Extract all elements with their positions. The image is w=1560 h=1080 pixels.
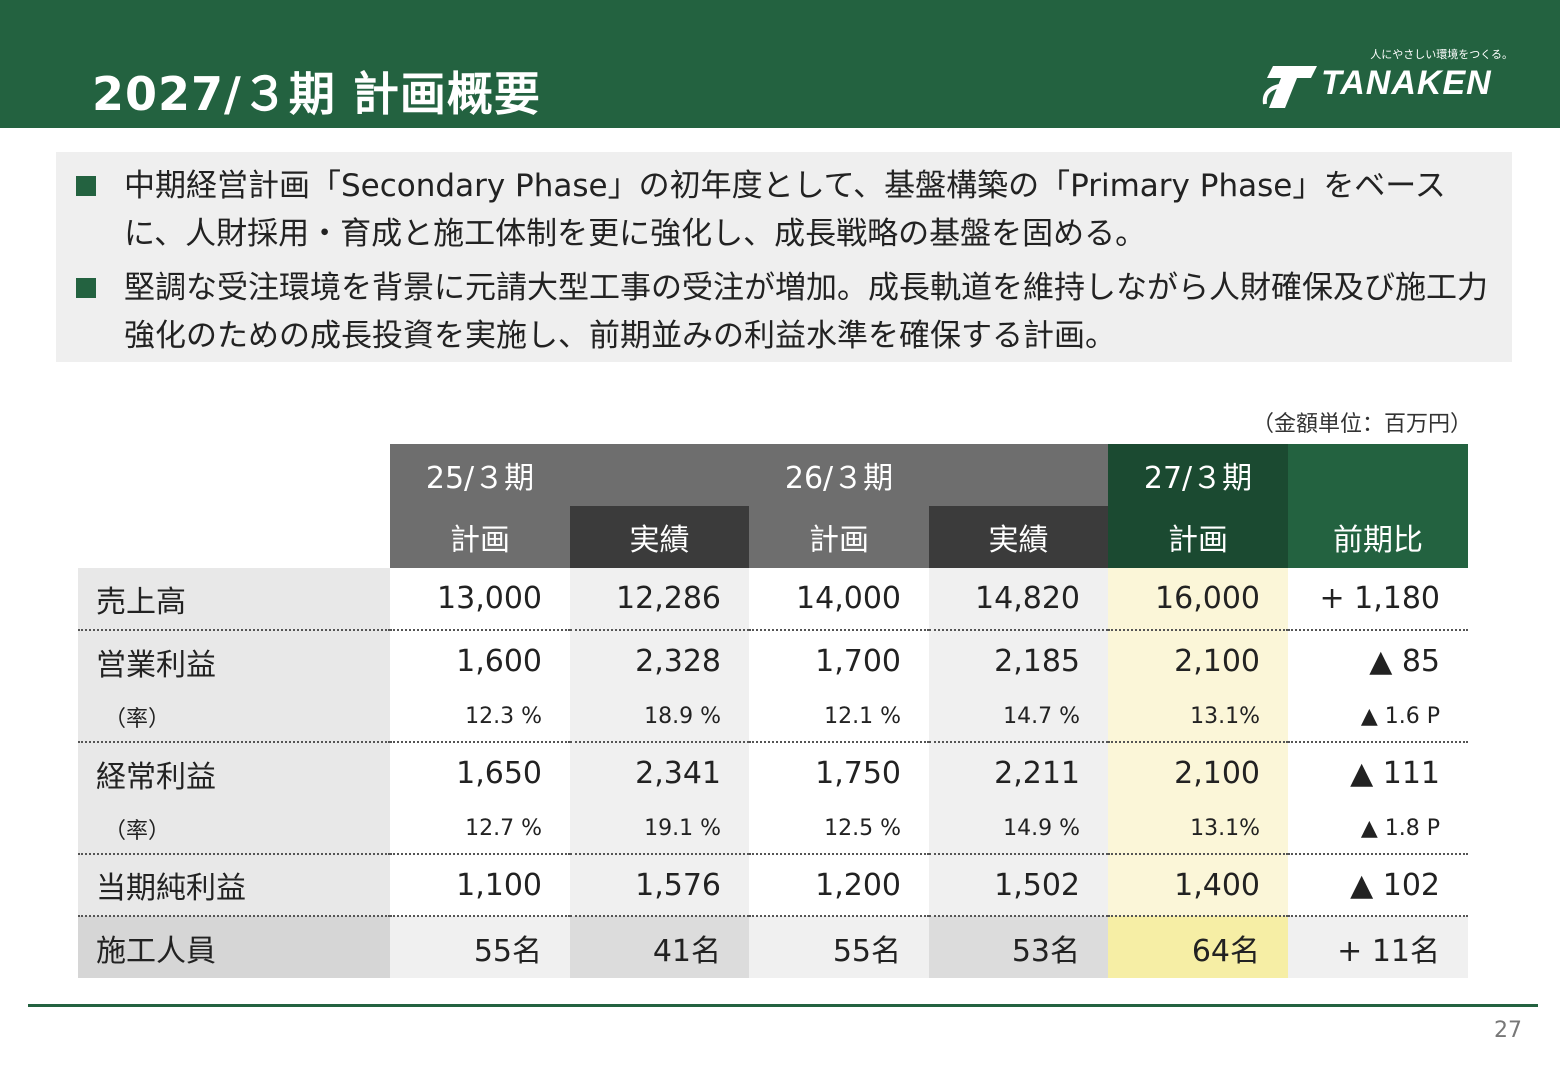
table-cell: ▲ 102 [1288, 854, 1468, 917]
row-label: 当期純利益 [78, 854, 390, 917]
table-cell: ▲ 85 [1288, 630, 1468, 692]
table-cell: 55名 [390, 916, 570, 978]
financial-plan-table: 25/３期 26/３期 27/３期 計画 実績 計画 実績 計画 前期比 売上高… [78, 444, 1468, 978]
table-cell: 1,750 [749, 742, 929, 804]
table-row-operating-profit: 営業利益 1,600 2,328 1,700 2,185 2,100 ▲ 85 [78, 630, 1468, 692]
table-cell: 1,700 [749, 630, 929, 692]
table-cell: 14,820 [929, 568, 1108, 631]
table-cell: 2,328 [570, 630, 749, 692]
header-bar: 2027/３期 計画概要 人にやさしい環境をつくる。 TANAKEN [0, 0, 1560, 128]
period-header-spacer [929, 444, 1108, 506]
table-cell: 19.1 % [570, 804, 749, 855]
table-cell: 16,000 [1108, 568, 1288, 631]
footer-divider [28, 1004, 1538, 1007]
table-cell: 1,400 [1108, 854, 1288, 917]
header-corner [78, 444, 390, 506]
table-cell: 41名 [570, 916, 749, 978]
period-header-spacer [1288, 444, 1468, 506]
row-label: 経常利益 [78, 742, 390, 804]
summary-bullet: 中期経営計画「Secondary Phase」の初年度として、基盤構築の「Pri… [74, 162, 1494, 258]
table-cell: 14.9 % [929, 804, 1108, 855]
table-cell: 1,502 [929, 854, 1108, 917]
table-cell: + 11名 [1288, 916, 1468, 978]
table-cell: 18.9 % [570, 692, 749, 743]
table-cell: ▲ 1.8 P [1288, 804, 1468, 855]
square-bullet-icon [76, 278, 96, 298]
logo-text: TANAKEN [1321, 64, 1492, 102]
column-header: 実績 [570, 506, 749, 568]
table-cell: 1,100 [390, 854, 570, 917]
table-header-type-row: 計画 実績 計画 実績 計画 前期比 [78, 506, 1468, 568]
table-row-operating-rate: （率） 12.3 % 18.9 % 12.1 % 14.7 % 13.1% ▲ … [78, 692, 1468, 743]
header-corner [78, 506, 390, 568]
table-cell: 13,000 [390, 568, 570, 631]
table-row-sales: 売上高 13,000 12,286 14,000 14,820 16,000 +… [78, 568, 1468, 631]
table-cell: 2,341 [570, 742, 749, 804]
table-cell: 55名 [749, 916, 929, 978]
summary-box: 中期経営計画「Secondary Phase」の初年度として、基盤構築の「Pri… [56, 152, 1512, 362]
page-number: 27 [1494, 1018, 1522, 1043]
table-cell: 2,100 [1108, 742, 1288, 804]
table-cell: 64名 [1108, 916, 1288, 978]
row-label: 施工人員 [78, 916, 390, 978]
table-cell: 13.1% [1108, 692, 1288, 743]
table-cell: 1,650 [390, 742, 570, 804]
row-label: 営業利益 [78, 630, 390, 692]
column-header: 計画 [1108, 506, 1288, 568]
table-cell: 12.1 % [749, 692, 929, 743]
table-row-construction-staff: 施工人員 55名 41名 55名 53名 64名 + 11名 [78, 916, 1468, 978]
table-cell: 2,100 [1108, 630, 1288, 692]
table-row-net-profit: 当期純利益 1,100 1,576 1,200 1,502 1,400 ▲ 10… [78, 854, 1468, 917]
square-bullet-icon [76, 176, 96, 196]
table-cell: 13.1% [1108, 804, 1288, 855]
table-cell: 2,211 [929, 742, 1108, 804]
table-row-ordinary-rate: （率） 12.7 % 19.1 % 12.5 % 14.9 % 13.1% ▲ … [78, 804, 1468, 855]
column-header: 計画 [390, 506, 570, 568]
table-cell: 14,000 [749, 568, 929, 631]
summary-bullet: 堅調な受注環境を背景に元請大型工事の受注が増加。成長軌道を維持しながら人財確保及… [74, 264, 1494, 360]
column-header: 実績 [929, 506, 1108, 568]
logo-tagline: 人にやさしい環境をつくる。 [1370, 48, 1513, 61]
summary-bullet-text: 中期経営計画「Secondary Phase」の初年度として、基盤構築の「Pri… [124, 168, 1446, 252]
period-header-spacer [570, 444, 749, 506]
column-header: 計画 [749, 506, 929, 568]
row-label: （率） [78, 692, 390, 743]
row-label: 売上高 [78, 568, 390, 631]
unit-note: （金額単位：百万円） [1251, 412, 1472, 437]
period-header: 25/３期 [390, 444, 570, 506]
table-cell: 1,600 [390, 630, 570, 692]
table-cell: 12.5 % [749, 804, 929, 855]
table-cell: ▲ 111 [1288, 742, 1468, 804]
table-cell: ▲ 1.6 P [1288, 692, 1468, 743]
table-cell: 12,286 [570, 568, 749, 631]
table-cell: 12.7 % [390, 804, 570, 855]
column-header: 前期比 [1288, 506, 1468, 568]
period-header: 26/３期 [749, 444, 929, 506]
table-cell: 1,200 [749, 854, 929, 917]
table-cell: 12.3 % [390, 692, 570, 743]
table-cell: 1,576 [570, 854, 749, 917]
logo-mark-icon [1262, 66, 1317, 108]
company-logo: 人にやさしい環境をつくる。 TANAKEN [1255, 44, 1525, 112]
table-cell: 2,185 [929, 630, 1108, 692]
summary-bullet-text: 堅調な受注環境を背景に元請大型工事の受注が増加。成長軌道を維持しながら人財確保及… [124, 270, 1488, 354]
table-cell: + 1,180 [1288, 568, 1468, 631]
table-row-ordinary-profit: 経常利益 1,650 2,341 1,750 2,211 2,100 ▲ 111 [78, 742, 1468, 804]
table-cell: 14.7 % [929, 692, 1108, 743]
table-header-period-row: 25/３期 26/３期 27/３期 [78, 444, 1468, 506]
table-cell: 53名 [929, 916, 1108, 978]
page-title: 2027/３期 計画概要 [92, 67, 541, 121]
row-label: （率） [78, 804, 390, 855]
period-header: 27/３期 [1108, 444, 1288, 506]
